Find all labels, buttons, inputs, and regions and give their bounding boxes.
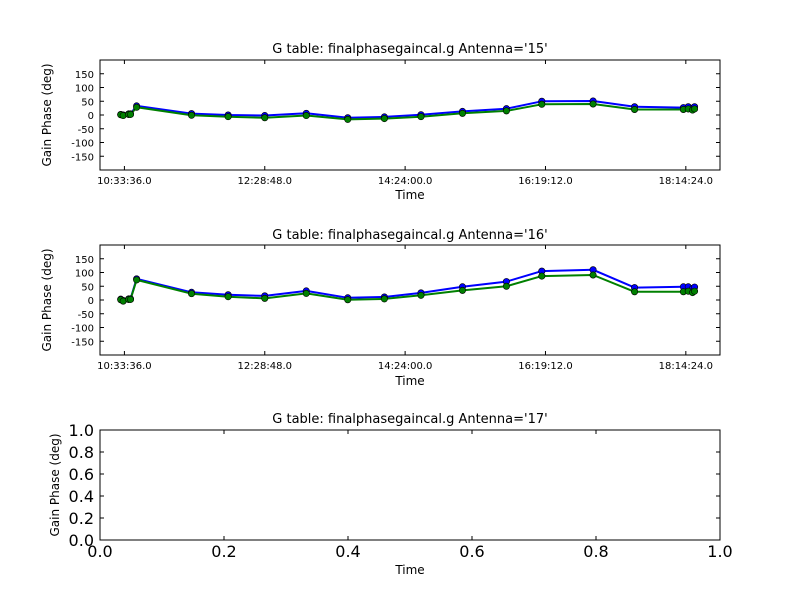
x-tick-label: 16:19:12.0 bbox=[518, 176, 572, 187]
data-point bbox=[417, 291, 425, 299]
y-tick-label: 100 bbox=[75, 269, 94, 280]
series-layer bbox=[117, 97, 699, 123]
y-tick-label: 150 bbox=[75, 70, 94, 81]
y-axis-ticks: -150 -100 -50 0 50 100 150 bbox=[71, 255, 720, 348]
x-tick-label: 1.0 bbox=[707, 542, 732, 561]
x-tick-label: 12:28:48.0 bbox=[238, 176, 292, 187]
panel-title: G table: finalphasegaincal.g Antenna='15… bbox=[272, 42, 547, 57]
y-tick-label: 0.6 bbox=[69, 465, 94, 484]
x-axis-ticks: 0.0 0.2 0.4 0.6 0.8 1.0 bbox=[87, 430, 733, 561]
data-point bbox=[417, 113, 425, 121]
y-tick-label: 0 bbox=[88, 111, 94, 122]
x-axis-label: Time bbox=[394, 188, 424, 202]
data-point bbox=[188, 111, 196, 119]
data-point bbox=[538, 100, 546, 108]
x-tick-label: 14:24:00.0 bbox=[378, 176, 432, 187]
data-point bbox=[302, 289, 310, 297]
y-axis-label: Gain Phase (deg) bbox=[48, 433, 62, 536]
data-point bbox=[502, 107, 510, 115]
x-tick-label: 0.6 bbox=[459, 542, 484, 561]
y-axis-label: Gain Phase (deg) bbox=[40, 63, 54, 166]
data-point bbox=[589, 271, 597, 279]
y-tick-label: -50 bbox=[78, 310, 94, 321]
data-point bbox=[344, 115, 352, 123]
data-point bbox=[302, 112, 310, 120]
data-point bbox=[691, 287, 699, 295]
y-tick-label: 1.0 bbox=[69, 421, 94, 440]
y-tick-label: -150 bbox=[71, 152, 94, 163]
data-point bbox=[224, 293, 232, 301]
data-point bbox=[133, 276, 141, 284]
x-tick-label: 18:14:24.0 bbox=[659, 176, 713, 187]
y-tick-label: -150 bbox=[71, 337, 94, 348]
y-tick-label: -100 bbox=[71, 139, 94, 150]
data-point bbox=[502, 282, 510, 290]
data-point bbox=[691, 105, 699, 113]
y-tick-label: 150 bbox=[75, 255, 94, 266]
data-point bbox=[458, 286, 466, 294]
data-point bbox=[589, 100, 597, 108]
panel-title: G table: finalphasegaincal.g Antenna='17… bbox=[272, 412, 547, 427]
y-tick-label: 0.0 bbox=[69, 531, 94, 550]
data-point bbox=[344, 296, 352, 304]
y-tick-label: 100 bbox=[75, 84, 94, 95]
x-tick-label: 10:33:36.0 bbox=[97, 176, 151, 187]
y-tick-label: -50 bbox=[78, 125, 94, 136]
data-point bbox=[224, 113, 232, 121]
x-tick-label: 0.8 bbox=[583, 542, 608, 561]
data-point bbox=[261, 294, 269, 302]
x-tick-label: 0.4 bbox=[335, 542, 360, 561]
data-point bbox=[380, 115, 388, 123]
panel-title: G table: finalphasegaincal.g Antenna='16… bbox=[272, 228, 547, 243]
y-tick-label: 0.8 bbox=[69, 443, 94, 462]
y-tick-label: 0.4 bbox=[69, 487, 94, 506]
series-layer bbox=[117, 266, 699, 305]
y-tick-label: -100 bbox=[71, 324, 94, 335]
panel-antenna-16: G table: finalphasegaincal.g Antenna='16… bbox=[40, 228, 721, 388]
y-tick-label: 0 bbox=[88, 296, 94, 307]
x-axis-label: Time bbox=[394, 374, 424, 388]
data-point bbox=[380, 295, 388, 303]
panel-antenna-17: G table: finalphasegaincal.g Antenna='17… bbox=[48, 412, 733, 577]
x-tick-label: 12:28:48.0 bbox=[238, 361, 292, 372]
y-tick-label: 50 bbox=[81, 282, 94, 293]
y-tick-label: 0.2 bbox=[69, 509, 94, 528]
data-point bbox=[261, 114, 269, 122]
x-tick-label: 14:24:00.0 bbox=[378, 361, 432, 372]
y-axis-ticks: 0.0 0.2 0.4 0.6 0.8 1.0 bbox=[69, 421, 720, 550]
x-tick-label: 18:14:24.0 bbox=[659, 361, 713, 372]
y-axis-ticks: -150 -100 -50 0 50 100 150 bbox=[71, 70, 720, 163]
x-axis-ticks: 10:33:36.0 12:28:48.0 14:24:00.0 16:19:12.0… bbox=[97, 245, 713, 372]
data-point bbox=[188, 290, 196, 298]
data-point bbox=[458, 109, 466, 117]
x-axis-label: Time bbox=[394, 563, 424, 577]
data-point bbox=[127, 295, 135, 303]
data-point bbox=[631, 106, 639, 114]
data-point bbox=[133, 103, 141, 111]
data-point bbox=[631, 288, 639, 296]
x-tick-label: 0.0 bbox=[87, 542, 112, 561]
x-tick-label: 16:19:12.0 bbox=[518, 361, 572, 372]
x-axis-ticks: 10:33:36.0 12:28:48.0 14:24:00.0 16:19:12.0… bbox=[97, 60, 713, 187]
data-point bbox=[538, 272, 546, 280]
panel-antenna-15: G table: finalphasegaincal.g Antenna='15… bbox=[40, 42, 721, 202]
y-axis-label: Gain Phase (deg) bbox=[40, 248, 54, 351]
data-point bbox=[127, 110, 135, 118]
x-tick-label: 0.2 bbox=[211, 542, 236, 561]
x-tick-label: 10:33:36.0 bbox=[97, 361, 151, 372]
plot-frame bbox=[99, 429, 721, 541]
y-tick-label: 50 bbox=[81, 97, 94, 108]
